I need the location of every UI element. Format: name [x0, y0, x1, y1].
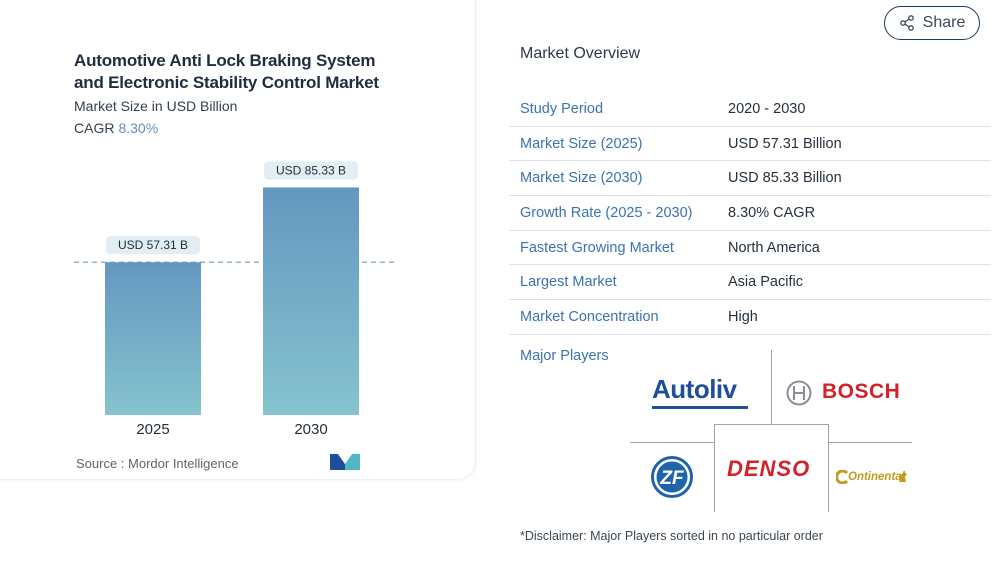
overview-row: Growth Rate (2025 - 2030) 8.30% CAGR	[509, 196, 991, 231]
overview-value: USD 85.33 Billion	[728, 170, 842, 187]
bar-chart: USD 57.31 B 2025 USD 85.33 B 2030	[74, 161, 394, 438]
major-players-label: Major Players	[520, 348, 609, 364]
x-tick-label: 2030	[294, 421, 327, 438]
overview-value: Asia Pacific	[728, 274, 803, 291]
grid-divider	[828, 442, 912, 443]
overview-row: Study Period 2020 - 2030	[509, 92, 991, 127]
autoliv-logo-underline	[652, 406, 748, 409]
bar	[105, 262, 201, 415]
overview-value: 2020 - 2030	[728, 100, 806, 117]
continental-c-icon	[836, 470, 849, 484]
data-label: USD 85.33 B	[276, 163, 346, 177]
share-icon	[899, 15, 914, 31]
bosch-armature-icon	[786, 380, 812, 406]
overview-label: Market Size (2030)	[520, 170, 643, 187]
share-label: Share	[922, 14, 966, 31]
bar	[263, 187, 359, 415]
continental-horse-icon	[899, 472, 907, 482]
x-tick-label: 2025	[136, 421, 169, 438]
grid-divider	[771, 350, 772, 424]
overview-row: Fastest Growing Market North America	[509, 231, 991, 266]
overview-row: Market Size (2030) USD 85.33 Billion	[509, 161, 991, 197]
autoliv-logo: Autoliv	[652, 374, 737, 404]
overview-value: High	[728, 308, 758, 325]
mordor-intelligence-logo-icon	[330, 454, 360, 470]
disclaimer: *Disclaimer: Major Players sorted in no …	[520, 529, 823, 543]
market-overview-title: Market Overview	[520, 45, 641, 62]
grid-divider	[714, 424, 829, 425]
grid-divider	[630, 442, 714, 443]
data-label-bg	[264, 161, 358, 180]
overview-label: Market Size (2025)	[520, 135, 643, 152]
overview-value: 8.30% CAGR	[728, 204, 816, 221]
market-overview-table: Study Period 2020 - 2030 Market Size (20…	[509, 92, 991, 335]
overview-label: Fastest Growing Market	[520, 239, 674, 256]
zf-logo: ZF	[651, 456, 693, 498]
data-label-bg	[106, 236, 200, 255]
share-button[interactable]: Share	[884, 6, 980, 40]
chart-cagr: CAGR 8.30%	[74, 120, 159, 136]
bosch-logo: BOSCH	[822, 380, 901, 403]
continental-logo: Ontinental	[848, 471, 905, 483]
data-label: USD 57.31 B	[118, 238, 188, 252]
overview-label: Study Period	[520, 100, 604, 117]
zf-logo-text: ZF	[659, 468, 685, 489]
chart-subtitle: Market Size in USD Billion	[74, 98, 238, 114]
cagr-value: 8.30%	[118, 120, 159, 136]
overview-row: Market Size (2025) USD 57.31 Billion	[509, 127, 991, 162]
overview-label: Largest Market	[520, 274, 617, 291]
overview-value: North America	[728, 239, 820, 256]
overview-label: Market Concentration	[520, 308, 659, 325]
overview-label: Growth Rate (2025 - 2030)	[520, 204, 693, 221]
denso-logo: DENSO	[727, 456, 811, 481]
overview-value: USD 57.31 Billion	[728, 135, 842, 152]
major-players-grid: Autoliv BOSCH ZF DENSO Ontinental	[630, 350, 914, 512]
grid-divider	[828, 424, 829, 512]
chart-card	[0, 0, 476, 480]
overview-row: Largest Market Asia Pacific	[509, 265, 991, 301]
grid-divider	[714, 424, 715, 512]
chart-title: Automotive Anti Lock Braking System and …	[74, 51, 379, 92]
overview-row: Market Concentration High	[509, 300, 991, 335]
chart-source: Source : Mordor Intelligence	[76, 456, 239, 471]
